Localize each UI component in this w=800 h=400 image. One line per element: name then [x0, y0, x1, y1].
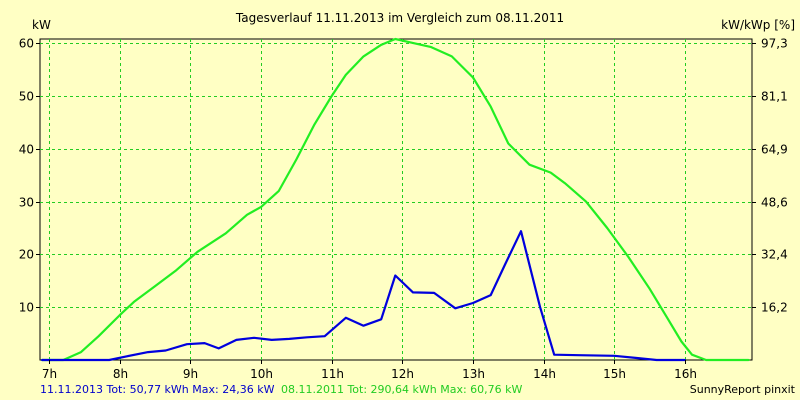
y-tick-label-right: 64,9: [761, 143, 788, 157]
x-tick-label: 14h: [533, 367, 556, 381]
x-tick-label: 16h: [674, 367, 697, 381]
x-tick-label: 8h: [113, 367, 128, 381]
y-tick-label-right: 48,6: [761, 196, 788, 210]
y-axis-label-right: kW/kWp [%]: [721, 18, 795, 32]
x-tick-label: 13h: [462, 367, 485, 381]
y-tick-label-left: 20: [19, 248, 34, 262]
footer-summary: 11.11.2013 Tot: 50,77 kWh Max: 24,36 kW …: [40, 383, 523, 396]
series-layer: [41, 37, 750, 362]
x-tick-label: 7h: [42, 367, 57, 381]
y-tick-label-left: 10: [19, 301, 34, 315]
plot-area: [39, 38, 753, 361]
y-tick-label-right: 16,2: [761, 301, 788, 315]
x-tick-label: 15h: [603, 367, 626, 381]
x-tick-label: 12h: [391, 367, 414, 381]
grid: [40, 39, 752, 360]
y-tick-label-left: 30: [19, 196, 34, 210]
footer-credit: SunnyReport pinxit: [690, 383, 796, 396]
y-tick-label-left: 60: [19, 37, 34, 51]
axes: 7h 8h 9h 10h 11h 12h 13h 14h 15h 16h 10 20 30 40 50 60 1…: [19, 37, 788, 382]
x-tick-label: 10h: [250, 367, 273, 381]
footer-series-2013: 11.11.2013 Tot: 50,77 kWh Max: 24,36 kW: [40, 383, 275, 396]
chart-title: Tagesverlauf 11.11.2013 im Vergleich zum…: [235, 11, 564, 25]
x-tick-label: 9h: [183, 367, 198, 381]
y-tick-label-right: 97,3: [761, 37, 788, 51]
series-line-s2013: [41, 230, 686, 362]
series-line-s2011: [41, 37, 750, 362]
y-tick-label-right: 32,4: [761, 248, 788, 262]
x-tick-label: 11h: [321, 367, 344, 381]
footer-series-2011: 08.11.2011 Tot: 290,64 kWh Max: 60,76 kW: [281, 383, 523, 396]
y-axis-label-left: kW: [32, 18, 51, 32]
y-tick-label-left: 50: [19, 90, 34, 104]
y-tick-label-right: 81,1: [761, 90, 788, 104]
y-tick-label-left: 40: [19, 143, 34, 157]
